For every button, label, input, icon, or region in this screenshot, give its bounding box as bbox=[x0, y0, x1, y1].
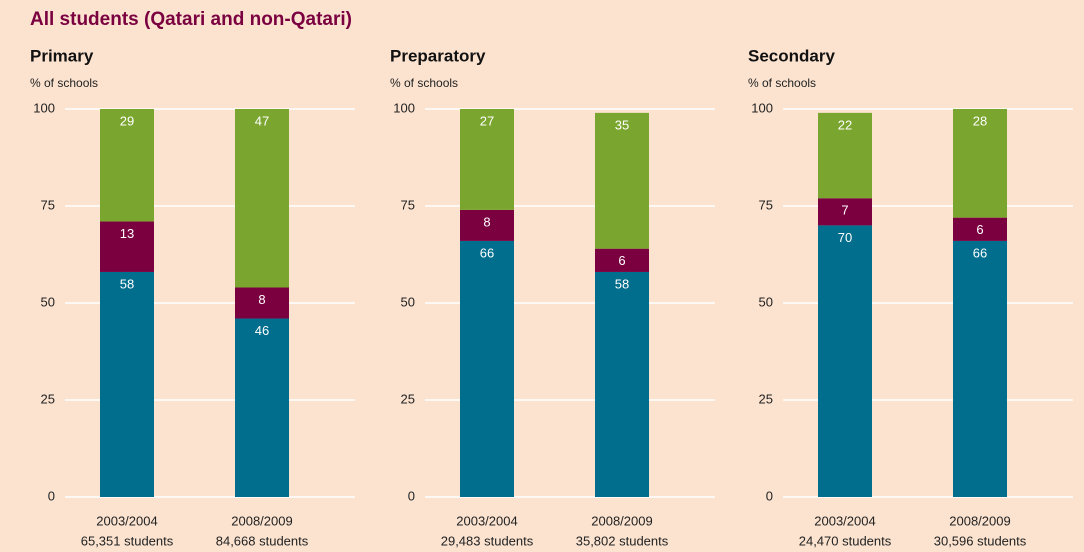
x-tick-label: 2008/2009 bbox=[949, 513, 1010, 528]
bar-segment bbox=[953, 217, 1007, 241]
y-tick-label: 0 bbox=[408, 488, 415, 503]
bar-segment bbox=[460, 240, 514, 497]
data-label: 70 bbox=[838, 230, 852, 245]
x-tick-label: 2003/2004 bbox=[456, 513, 517, 528]
data-label: 66 bbox=[480, 245, 494, 260]
x-tick-sublabel: 29,483 students bbox=[441, 533, 534, 548]
bar-segment bbox=[953, 240, 1007, 497]
y-tick-label: 25 bbox=[41, 391, 55, 406]
y-tick-label: 25 bbox=[759, 391, 773, 406]
x-tick-label: 2008/2009 bbox=[231, 513, 292, 528]
bar-segment bbox=[235, 109, 289, 288]
bar-segment bbox=[595, 112, 649, 249]
data-label: 6 bbox=[618, 253, 625, 268]
x-tick-sublabel: 24,470 students bbox=[799, 533, 892, 548]
y-tick-label: 25 bbox=[401, 391, 415, 406]
x-tick-sublabel: 65,351 students bbox=[81, 533, 174, 548]
bar-segment bbox=[100, 221, 154, 272]
panel: Preparatory % of schools 0 25 50 75 100 2003/20… bbox=[390, 46, 715, 548]
data-label: 6 bbox=[976, 222, 983, 237]
bar-segment bbox=[818, 225, 872, 497]
figure-title: All students (Qatari and non-Qatari) bbox=[30, 9, 352, 30]
y-tick-label: 50 bbox=[759, 294, 773, 309]
y-tick-label: 50 bbox=[401, 294, 415, 309]
panel: Secondary % of schools 0 25 50 75 100 2003/2004… bbox=[748, 46, 1073, 548]
data-label: 13 bbox=[120, 226, 134, 241]
y-tick-label: 100 bbox=[393, 100, 415, 115]
y-tick-label: 0 bbox=[766, 488, 773, 503]
y-tick-label: 100 bbox=[33, 100, 55, 115]
panel-title: Preparatory bbox=[390, 46, 486, 65]
data-label: 46 bbox=[255, 323, 269, 338]
bar-segment bbox=[953, 109, 1007, 218]
bar-segment bbox=[460, 109, 514, 210]
x-tick-sublabel: 30,596 students bbox=[934, 533, 1027, 548]
panel: Primary % of schools 0 25 50 75 100 2003/2004 65… bbox=[30, 46, 355, 548]
x-tick-label: 2008/2009 bbox=[591, 513, 652, 528]
data-label: 35 bbox=[615, 117, 629, 132]
x-tick-label: 2003/2004 bbox=[814, 513, 875, 528]
y-tick-label: 0 bbox=[48, 488, 55, 503]
bar-segment bbox=[818, 112, 872, 199]
data-label: 8 bbox=[258, 292, 265, 307]
y-axis-label: % of schools bbox=[30, 76, 98, 90]
x-tick-sublabel: 84,668 students bbox=[216, 533, 309, 548]
data-label: 27 bbox=[480, 113, 494, 128]
data-label: 22 bbox=[838, 117, 852, 132]
data-label: 66 bbox=[973, 245, 987, 260]
bar-segment bbox=[235, 318, 289, 497]
data-label: 58 bbox=[120, 276, 134, 291]
data-label: 28 bbox=[973, 113, 987, 128]
bar-segment bbox=[595, 248, 649, 272]
panel-title: Primary bbox=[30, 46, 94, 65]
data-label: 29 bbox=[120, 113, 134, 128]
bar-segment bbox=[235, 287, 289, 319]
bar-segment bbox=[460, 209, 514, 241]
panel-title: Secondary bbox=[748, 46, 835, 65]
data-label: 58 bbox=[615, 276, 629, 291]
data-label: 8 bbox=[483, 214, 490, 229]
bar-segment bbox=[100, 109, 154, 222]
bar-segment bbox=[100, 271, 154, 497]
y-tick-label: 75 bbox=[401, 197, 415, 212]
y-tick-label: 100 bbox=[751, 100, 773, 115]
y-axis-label: % of schools bbox=[390, 76, 458, 90]
y-tick-label: 75 bbox=[759, 197, 773, 212]
x-tick-sublabel: 35,802 students bbox=[576, 533, 669, 548]
y-tick-label: 50 bbox=[41, 294, 55, 309]
data-label: 7 bbox=[841, 203, 848, 218]
y-axis-label: % of schools bbox=[748, 76, 816, 90]
bar-segment bbox=[818, 198, 872, 226]
bar-segment bbox=[595, 271, 649, 497]
y-tick-label: 75 bbox=[41, 197, 55, 212]
x-tick-label: 2003/2004 bbox=[96, 513, 157, 528]
data-label: 47 bbox=[255, 113, 269, 128]
